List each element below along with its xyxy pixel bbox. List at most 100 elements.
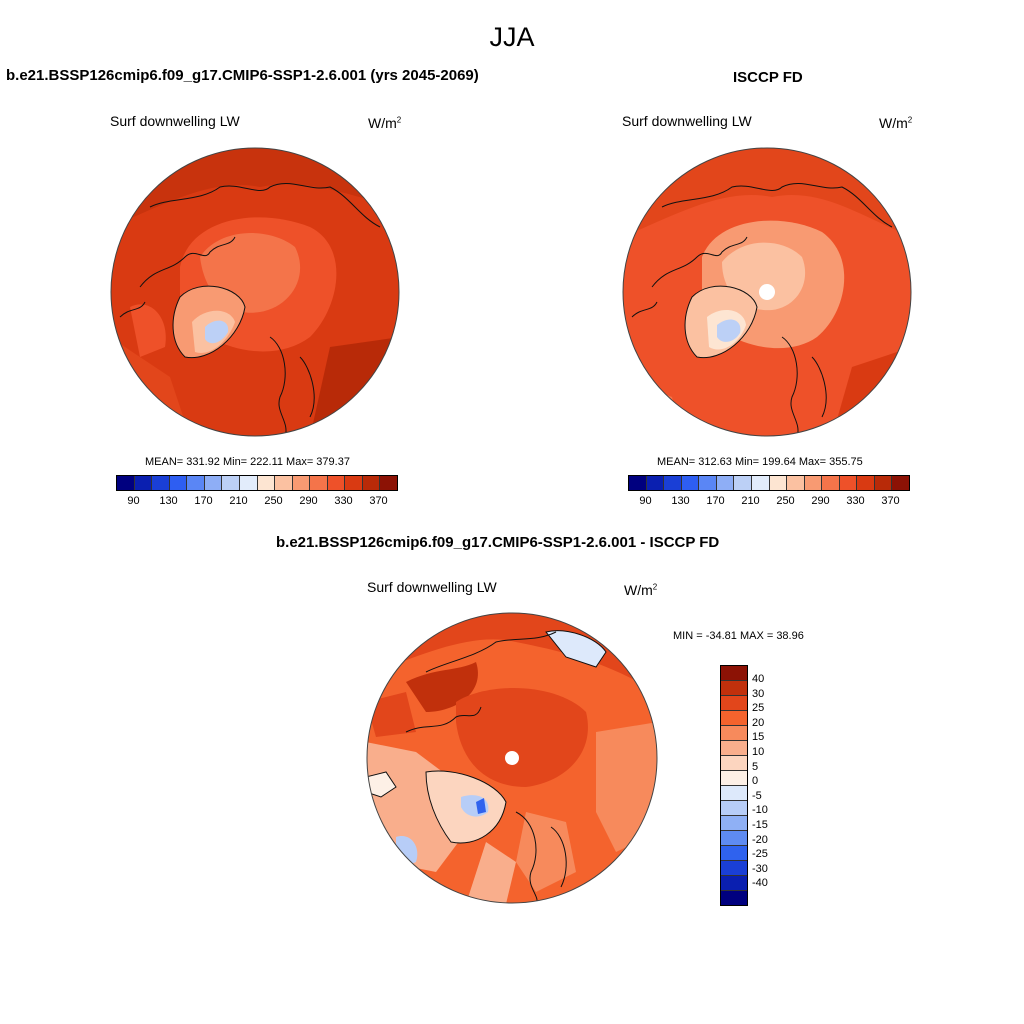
colorbar-swatch [721,666,747,681]
diff-polar-map [366,612,658,904]
colorbar-tick-label: 290 [299,495,318,507]
colorbar-tick-label: 0 [752,775,759,788]
colorbar-swatch [734,476,752,490]
diff-stats: MIN = -34.81 MAX = 38.96 [673,630,804,642]
model-colorbar [116,475,398,491]
colorbar-swatch [769,476,788,490]
colorbar-swatch [169,476,188,490]
colorbar-tick-label: 210 [741,495,760,507]
colorbar-swatch [664,476,682,490]
colorbar-swatch [292,476,311,490]
colorbar-swatch [751,476,770,490]
colorbar-swatch [310,476,328,490]
colorbar-tick-label: -15 [752,819,768,831]
colorbar-tick-label: 5 [752,760,759,773]
colorbar-swatch [152,476,170,490]
diff-panel-title: b.e21.BSSP126cmip6.f09_g17.CMIP6-SSP1-2.… [276,534,720,551]
colorbar-tick-label: 250 [264,495,283,507]
colorbar-tick-label: 90 [639,495,652,507]
obs-polar-map [622,147,912,437]
colorbar-swatch [839,476,858,490]
colorbar-swatch [721,681,747,696]
colorbar-swatch [892,476,909,490]
obs-colorbar-ticks: 90 130 170 210 250 290 330 370 [628,495,908,509]
colorbar-tick-label: 10 [752,746,765,758]
colorbar-swatch [117,476,135,490]
colorbar-swatch [787,476,805,490]
colorbar-swatch [721,816,747,831]
obs-colorbar [628,475,910,491]
colorbar-swatch [362,476,381,490]
colorbar-tick-label: 370 [369,495,388,507]
colorbar-tick-label: 130 [671,495,690,507]
colorbar-tick-label: 25 [752,702,765,715]
model-panel-title: b.e21.BSSP126cmip6.f09_g17.CMIP6-SSP1-2.… [6,67,479,84]
colorbar-swatch [629,476,647,490]
colorbar-tick-label: 90 [127,495,140,507]
colorbar-swatch [275,476,293,490]
figure-title: JJA [489,22,535,52]
colorbar-swatch [716,476,735,490]
colorbar-swatch [874,476,893,490]
colorbar-swatch [721,741,747,756]
colorbar-swatch [721,726,747,741]
colorbar-tick-label: 370 [881,495,900,507]
colorbar-tick-label: -20 [752,833,768,846]
colorbar-swatch [721,756,747,771]
colorbar-swatch [134,476,153,490]
colorbar-swatch [681,476,700,490]
colorbar-swatch [721,696,747,711]
colorbar-swatch [721,891,747,905]
colorbar-tick-label: -30 [752,862,768,875]
obs-panel-title: ISCCP FD [733,69,803,86]
colorbar-swatch [721,831,747,846]
colorbar-swatch [721,801,747,816]
colorbar-tick-label: 170 [706,495,725,507]
colorbar-swatch [721,861,747,876]
colorbar-swatch [721,876,747,891]
colorbar-tick-label: 30 [752,687,765,700]
colorbar-swatch [239,476,258,490]
colorbar-tick-label: 250 [776,495,795,507]
colorbar-tick-label: 170 [194,495,213,507]
diff-units-label: W/m2 [624,582,658,598]
colorbar-tick-label: 40 [752,673,765,685]
obs-variable-label: Surf downwelling LW [622,113,752,129]
diff-colorbar-ticks: 40 30 25 20 15 10 5 0 -5 -10 -15 -20 -25 -30 -40 [752,673,792,890]
colorbar-swatch [327,476,346,490]
model-variable-label: Surf downwelling LW [110,113,240,129]
colorbar-swatch [721,846,747,861]
colorbar-tick-label: -25 [752,848,768,861]
model-stats: MEAN= 331.92 Min= 222.11 Max= 379.37 [145,456,350,468]
colorbar-swatch [721,786,747,801]
diff-variable-label: Surf downwelling LW [367,579,497,595]
colorbar-tick-label: -40 [752,877,768,890]
colorbar-tick-label: 130 [159,495,178,507]
colorbar-swatch [804,476,823,490]
colorbar-swatch [222,476,240,490]
colorbar-swatch [380,476,397,490]
colorbar-swatch [204,476,223,490]
diff-colorbar [720,665,748,906]
colorbar-swatch [721,771,747,786]
colorbar-tick-label: 330 [334,495,353,507]
colorbar-tick-label: 330 [846,495,865,507]
model-polar-map [110,147,400,437]
colorbar-swatch [857,476,875,490]
colorbar-swatch [721,711,747,726]
colorbar-tick-label: 15 [752,731,765,744]
colorbar-tick-label: -5 [752,789,762,802]
colorbar-tick-label: -10 [752,804,768,817]
colorbar-swatch [699,476,717,490]
colorbar-swatch [187,476,205,490]
colorbar-swatch [646,476,665,490]
colorbar-tick-label: 290 [811,495,830,507]
model-units-label: W/m2 [368,115,402,131]
colorbar-swatch [822,476,840,490]
colorbar-tick-label: 20 [752,716,765,729]
obs-stats: MEAN= 312.63 Min= 199.64 Max= 355.75 [657,456,863,468]
colorbar-tick-label: 210 [229,495,248,507]
obs-units-label: W/m2 [879,115,913,131]
colorbar-swatch [257,476,276,490]
colorbar-swatch [345,476,363,490]
